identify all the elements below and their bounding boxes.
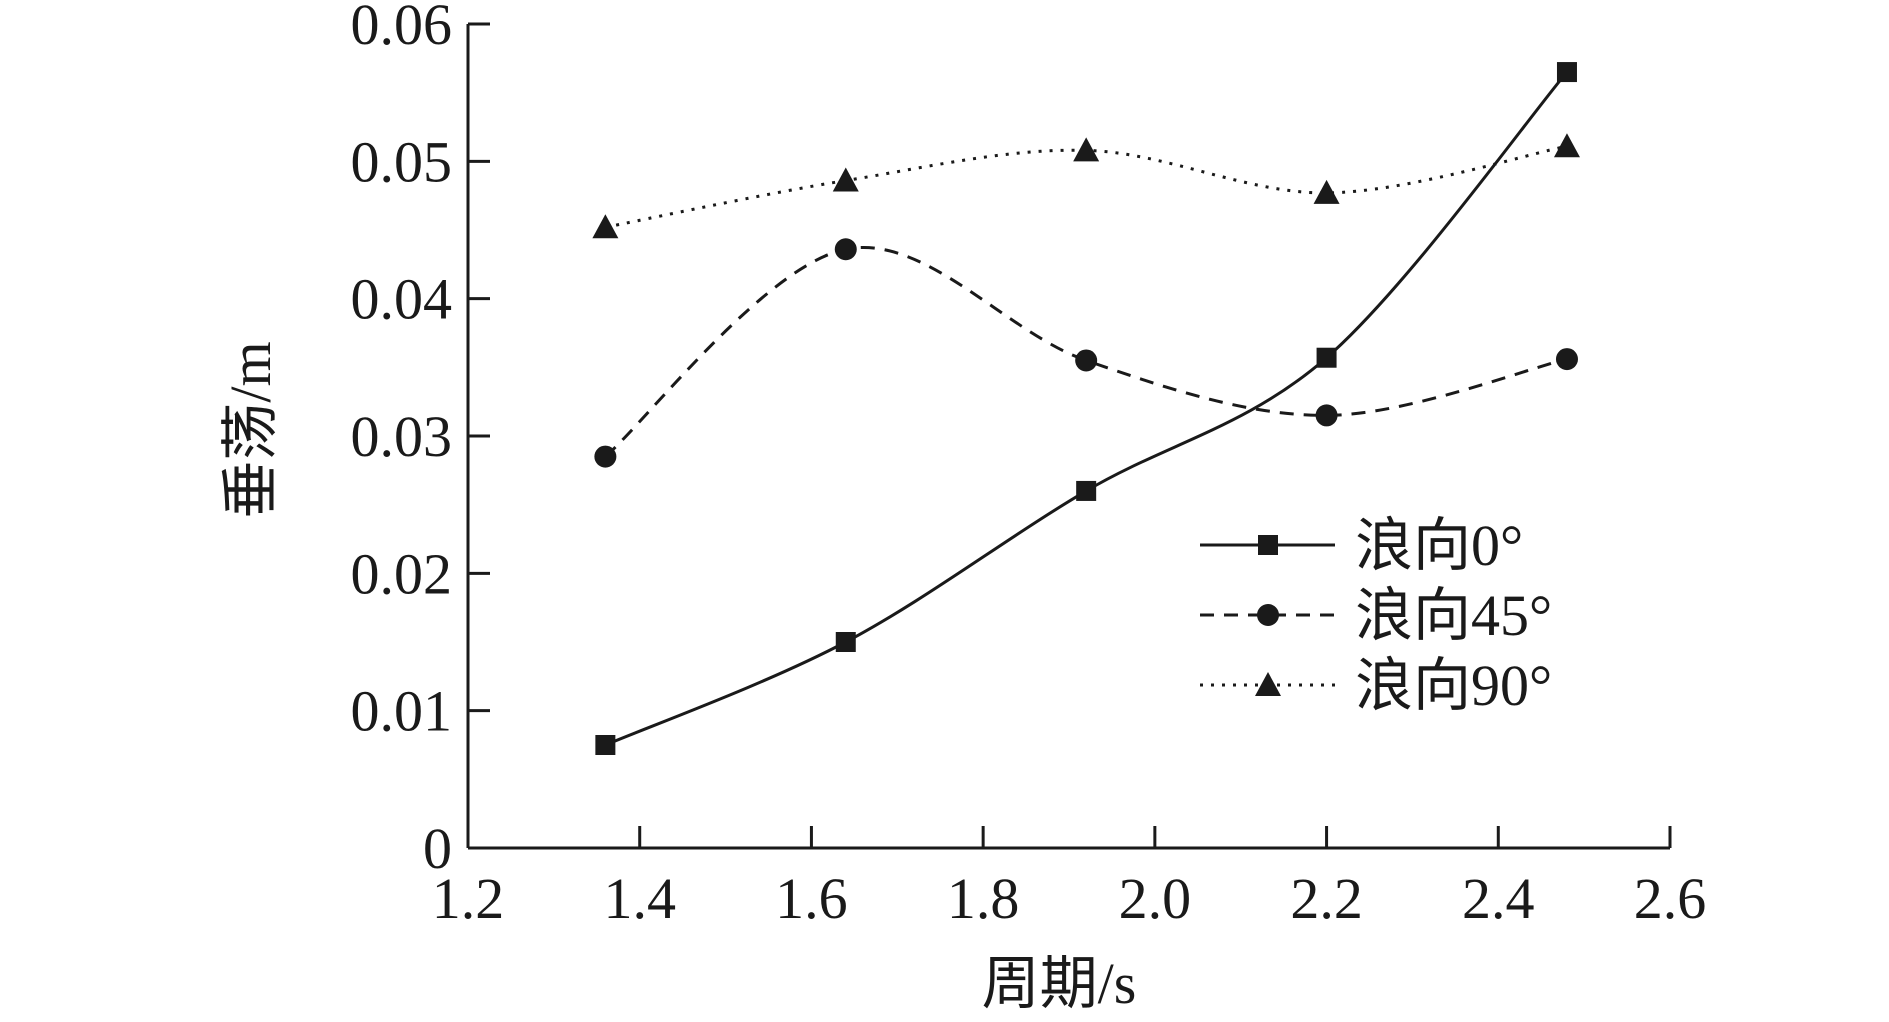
- legend: 浪向0°浪向45°浪向90°: [1200, 513, 1552, 718]
- x-tick-label: 2.0: [1119, 866, 1192, 931]
- y-tick-label: 0.06: [351, 0, 453, 57]
- y-tick-label: 0: [423, 816, 452, 881]
- legend-marker-circle: [1257, 604, 1279, 626]
- data-point-square: [1316, 347, 1337, 368]
- x-tick-label: 2.2: [1290, 866, 1363, 931]
- series-line: [605, 144, 1568, 229]
- data-point-triangle: [832, 167, 859, 192]
- legend-item: 浪向0°: [1200, 513, 1523, 578]
- y-tick-label: 0.01: [351, 679, 453, 744]
- y-axis-title: 垂荡/m: [218, 341, 283, 518]
- x-tick-label: 1.2: [432, 866, 505, 931]
- data-point-triangle: [1313, 179, 1340, 204]
- legend-item: 浪向45°: [1200, 583, 1552, 648]
- data-point-circle: [834, 238, 857, 261]
- axes: 0 0.01 0.02 0.03 0.04 0.05 0.06 1.2 1.4 1.6 1.8 2.0…: [351, 0, 1707, 931]
- series-0: [595, 62, 1577, 755]
- data-point-square: [1076, 480, 1097, 501]
- series-line: [604, 246, 1568, 458]
- series-1: [594, 238, 1578, 468]
- legend-label: 浪向0°: [1355, 513, 1523, 578]
- y-tick-label: 0.02: [351, 541, 453, 606]
- data-point-triangle: [1553, 133, 1580, 158]
- series-layer: [592, 62, 1580, 755]
- data-point-triangle: [592, 214, 619, 239]
- series-2: [592, 133, 1580, 239]
- data-point-square: [835, 632, 856, 652]
- y-tick-label: 0.03: [351, 404, 453, 469]
- data-point-square: [595, 735, 616, 755]
- x-axis-title: 周期/s: [982, 951, 1137, 1016]
- data-point-circle: [1555, 348, 1578, 371]
- legend-label: 浪向45°: [1355, 583, 1552, 648]
- x-tick-label: 1.6: [775, 866, 848, 931]
- x-tick-label: 1.4: [603, 866, 676, 931]
- legend-marker-triangle: [1255, 672, 1281, 696]
- legend-item: 浪向90°: [1200, 653, 1552, 718]
- data-point-circle: [1315, 404, 1338, 427]
- data-point-triangle: [1073, 137, 1100, 162]
- data-point-square: [1556, 62, 1577, 83]
- x-tick-label: 2.6: [1634, 866, 1707, 931]
- x-tick-label: 2.4: [1462, 866, 1535, 931]
- data-point-circle: [1075, 349, 1098, 372]
- legend-marker-square: [1258, 535, 1278, 555]
- y-tick-label: 0.05: [351, 129, 453, 194]
- x-tick-label: 1.8: [947, 866, 1020, 931]
- legend-label: 浪向90°: [1355, 653, 1552, 718]
- y-tick-label: 0.04: [351, 267, 453, 332]
- data-point-circle: [594, 445, 617, 468]
